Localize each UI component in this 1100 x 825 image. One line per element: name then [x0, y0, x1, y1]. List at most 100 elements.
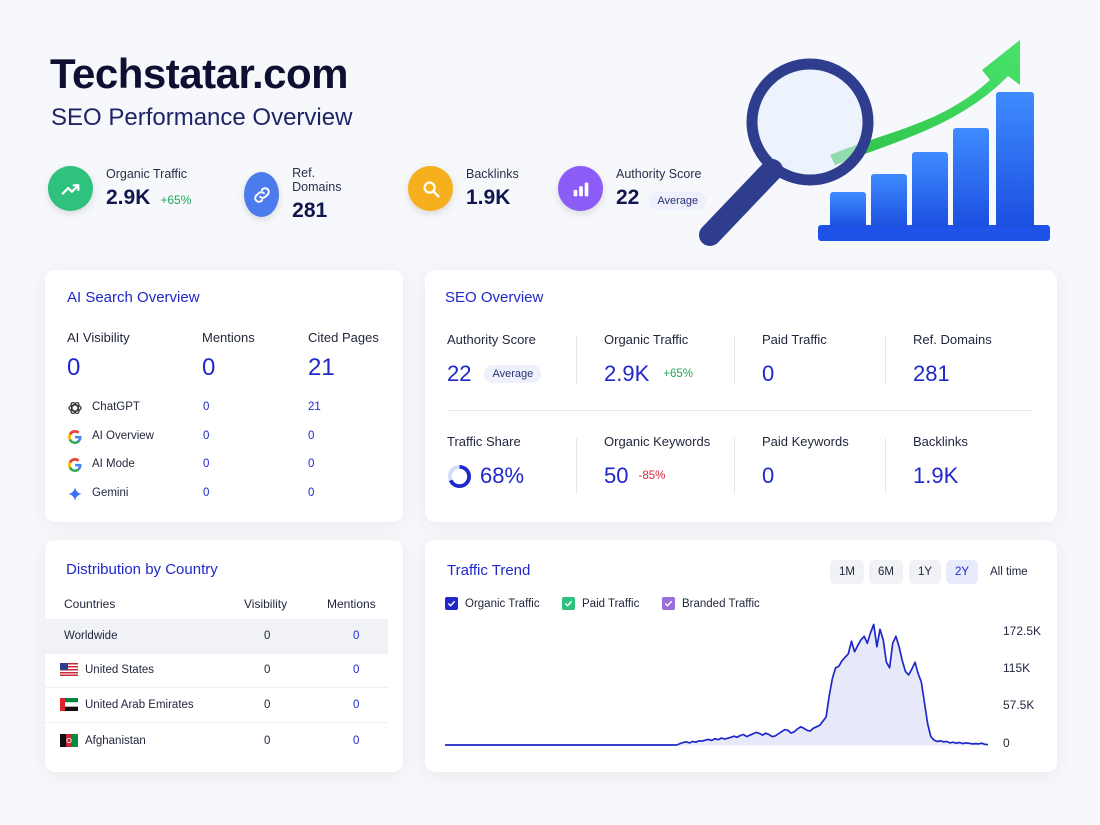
country-name: Afghanistan [85, 735, 146, 747]
kpi-organic-traffic[interactable]: Organic Traffic 2.9K +65% [48, 166, 191, 211]
divider [576, 335, 577, 385]
metric-value: 1.9K [913, 463, 959, 488]
divider [576, 438, 577, 494]
metric-value: 2.9K [604, 361, 650, 386]
us-flag-icon [60, 663, 78, 676]
column-header-countries[interactable]: Countries [64, 597, 116, 611]
engine-mentions: 0 [203, 430, 210, 442]
cited-pages-label: Cited Pages [308, 330, 379, 345]
mentions-value: 0 [202, 354, 216, 381]
range-button-6m[interactable]: 6M [869, 560, 903, 584]
metric-label: Paid Traffic [762, 332, 827, 347]
table-row[interactable]: Afghanistan 0 0 [45, 724, 388, 759]
kpi-value: 2.9K [106, 186, 151, 209]
gemini-icon [68, 487, 82, 501]
country-mentions: 0 [353, 630, 360, 642]
country-visibility: 0 [264, 664, 271, 676]
metric-traffic-share[interactable]: Traffic Share 68% [447, 434, 587, 489]
y-tick-label: 115K [1003, 661, 1031, 675]
magnifier-icon [699, 58, 874, 246]
country-visibility: 0 [264, 735, 271, 747]
country-mentions: 0 [353, 699, 360, 711]
ai-visibility-value: 0 [67, 354, 81, 381]
range-button-2y[interactable]: 2Y [946, 560, 979, 584]
site-title: Techstatar.com [50, 50, 349, 97]
traffic-trend-card: Traffic Trend 1M 6M 1Y 2Y All time Organ… [425, 540, 1057, 772]
metric-label: Organic Traffic [604, 332, 689, 347]
country-visibility: 0 [264, 630, 271, 642]
country-mentions: 0 [353, 735, 360, 747]
google-icon [68, 458, 82, 472]
engine-cited: 21 [308, 401, 321, 413]
page-subtitle: SEO Performance Overview [51, 104, 353, 131]
kpi-label: Authority Score [616, 167, 702, 181]
checkbox-icon [445, 597, 458, 610]
country-mentions: 0 [353, 664, 360, 676]
search-icon [408, 166, 453, 211]
metric-ref-domains[interactable]: Ref. Domains 281 [913, 332, 1053, 387]
table-row[interactable]: United States 0 0 [45, 653, 388, 688]
metric-value: 50 [604, 463, 629, 488]
metric-backlinks[interactable]: Backlinks 1.9K [913, 434, 1053, 489]
kpi-delta: +65% [160, 193, 192, 207]
divider [734, 335, 735, 385]
google-icon [68, 430, 82, 444]
trend-up-icon [48, 166, 93, 211]
chatgpt-icon [68, 401, 82, 415]
legend-organic-traffic[interactable]: Organic Traffic [445, 597, 540, 610]
country-distribution-card: Distribution by Country Countries Visibi… [45, 540, 403, 772]
engine-row-chatgpt[interactable]: ChatGPT 0 21 [67, 398, 387, 420]
metric-label: Organic Keywords [604, 434, 711, 449]
af-flag-icon [60, 734, 78, 747]
bar-chart-illustration [818, 92, 1050, 241]
column-header-visibility[interactable]: Visibility [244, 597, 288, 611]
engine-mentions: 0 [203, 487, 210, 499]
engine-row-ai-mode[interactable]: AI Mode 0 0 [67, 455, 387, 477]
range-button-1m[interactable]: 1M [830, 560, 864, 584]
table-row-worldwide[interactable]: Worldwide 0 0 [45, 619, 388, 654]
y-tick-label: 57.5K [1003, 698, 1035, 712]
country-name: Worldwide [64, 630, 118, 642]
column-header-mentions[interactable]: Mentions [327, 597, 376, 611]
kpi-label: Organic Traffic [106, 167, 188, 181]
kpi-backlinks[interactable]: Backlinks 1.9K [408, 166, 519, 211]
range-button-1y[interactable]: 1Y [909, 560, 942, 584]
engine-row-gemini[interactable]: Gemini 0 0 [67, 484, 387, 506]
legend-label: Branded Traffic [682, 597, 760, 610]
engine-mentions: 0 [203, 401, 210, 413]
metric-authority-score[interactable]: Authority Score 22 Average [447, 332, 587, 387]
metric-organic-traffic[interactable]: Organic Traffic 2.9K +65% [604, 332, 744, 387]
table-row[interactable]: United Arab Emirates 0 0 [45, 688, 388, 723]
engine-cited: 0 [308, 430, 315, 442]
engine-name: Gemini [92, 487, 129, 499]
card-title: Distribution by Country [66, 561, 218, 578]
metric-label: Paid Keywords [762, 434, 849, 449]
kpi-authority-score[interactable]: Authority Score 22 Average [558, 166, 707, 211]
range-button-all-time[interactable]: All time [990, 566, 1028, 578]
metric-organic-keywords[interactable]: Organic Keywords 50 -85% [604, 434, 744, 489]
country-name: United States [85, 664, 155, 676]
card-title: Traffic Trend [447, 562, 531, 579]
kpi-ref-domains[interactable]: Ref. Domains 281 [244, 166, 351, 223]
metric-value: 22 [447, 361, 472, 386]
y-tick-label: 172.5K [1003, 624, 1042, 638]
metric-label: Authority Score [447, 332, 536, 347]
metric-paid-traffic[interactable]: Paid Traffic 0 [762, 332, 902, 387]
card-title: SEO Overview [445, 289, 544, 306]
growth-illustration [699, 40, 1050, 246]
metric-value: 281 [913, 361, 950, 386]
authority-badge: Average [649, 192, 707, 210]
engine-row-ai-overview[interactable]: AI Overview 0 0 [67, 427, 387, 449]
organic-traffic-area [445, 624, 988, 745]
engine-name: AI Mode [92, 458, 135, 470]
metric-value: 0 [762, 463, 775, 488]
metric-value: 0 [762, 361, 775, 386]
cited-pages-value: 21 [308, 354, 335, 381]
traffic-trend-chart[interactable] [445, 618, 988, 750]
link-icon [244, 172, 280, 217]
kpi-label: Ref. Domains [292, 166, 342, 194]
kpi-value: 1.9K [466, 186, 511, 209]
metric-paid-keywords[interactable]: Paid Keywords 0 [762, 434, 902, 489]
legend-paid-traffic[interactable]: Paid Traffic [562, 597, 639, 610]
legend-branded-traffic[interactable]: Branded Traffic [662, 597, 760, 610]
